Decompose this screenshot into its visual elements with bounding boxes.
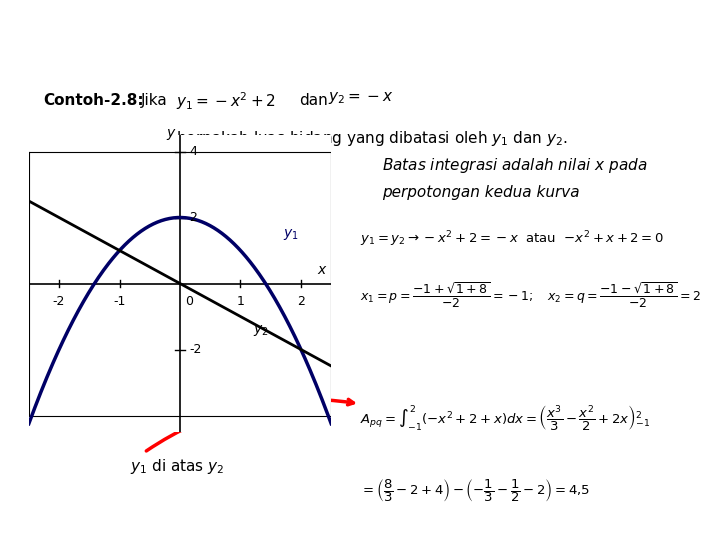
- Text: -2: -2: [189, 343, 202, 356]
- Text: 2: 2: [189, 211, 197, 224]
- Text: $y_1 = -x^2 + 2$: $y_1 = -x^2 + 2$: [176, 90, 276, 112]
- Text: Contoh-2.8:: Contoh-2.8:: [43, 93, 144, 108]
- Text: $x_1 = p = \dfrac{-1+\sqrt{1+8}}{-2} = -1;\quad x_2 = q = \dfrac{-1-\sqrt{1+8}}{: $x_1 = p = \dfrac{-1+\sqrt{1+8}}{-2} = -…: [360, 280, 701, 309]
- Text: -2: -2: [53, 295, 66, 308]
- Text: berpakah luas bidang yang dibatasi oleh $y_1$ dan $y_2$.: berpakah luas bidang yang dibatasi oleh …: [176, 130, 568, 148]
- Text: $y_1$: $y_1$: [283, 227, 299, 242]
- Text: perpotongan kedua kurva: perpotongan kedua kurva: [382, 185, 579, 200]
- Text: $y_1$ di atas $y_2$: $y_1$ di atas $y_2$: [130, 457, 224, 476]
- Text: Luas Bidang Antara Dua Kurva: Luas Bidang Antara Dua Kurva: [133, 18, 415, 36]
- Text: 0: 0: [185, 295, 193, 308]
- Text: 1: 1: [237, 295, 244, 308]
- Text: $y_2 = -x$: $y_2 = -x$: [328, 90, 393, 106]
- Text: $A_{pq} = \int_{-1}^{2}(-x^2+2+x)dx = \left(\dfrac{x^3}{3} - \dfrac{x^2}{2} + 2x: $A_{pq} = \int_{-1}^{2}(-x^2+2+x)dx = \l…: [360, 404, 650, 434]
- Text: Batas integrasi adalah nilai $x$ pada: Batas integrasi adalah nilai $x$ pada: [382, 156, 647, 175]
- Text: $y_1 = y_2 \rightarrow -x^2+2=-x$  atau  $-x^2+x+2=0$: $y_1 = y_2 \rightarrow -x^2+2=-x$ atau $…: [360, 229, 664, 248]
- Text: Integral Tentu,: Integral Tentu,: [7, 17, 192, 37]
- Text: Jika: Jika: [140, 93, 167, 108]
- Text: dan: dan: [299, 93, 328, 108]
- Text: -1: -1: [113, 295, 126, 308]
- Text: $= \left(\dfrac{8}{3} - 2 + 4\right) - \left(-\dfrac{1}{3} - \dfrac{1}{2} - 2\ri: $= \left(\dfrac{8}{3} - 2 + 4\right) - \…: [360, 477, 590, 504]
- Text: $x$: $x$: [317, 263, 328, 277]
- Text: $y$: $y$: [166, 126, 176, 141]
- Text: 2: 2: [297, 295, 305, 308]
- Text: 4: 4: [189, 145, 197, 158]
- Text: $y_2$: $y_2$: [253, 323, 269, 338]
